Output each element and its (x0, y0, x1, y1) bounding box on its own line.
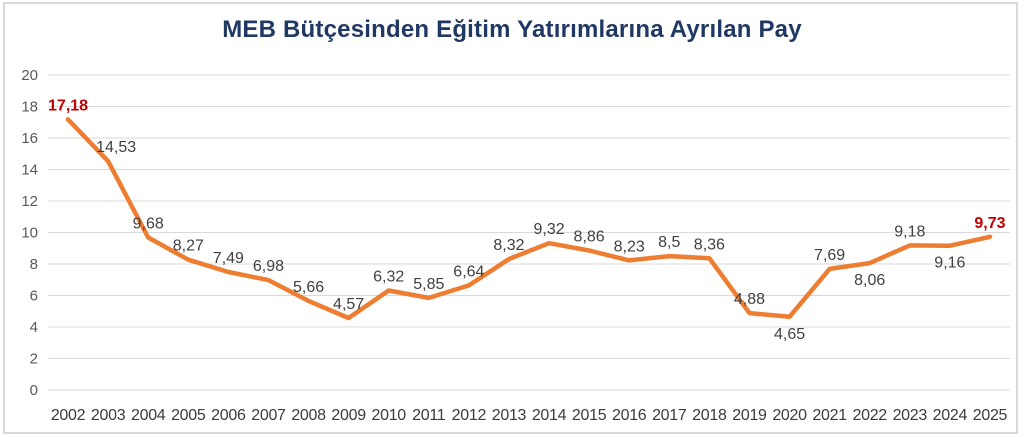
x-axis-tick-label: 2006 (211, 407, 246, 424)
data-label: 6,64 (453, 263, 484, 280)
data-label: 9,18 (894, 223, 925, 240)
data-label: 7,69 (814, 247, 845, 264)
x-axis-tick-label: 2021 (812, 407, 847, 424)
y-axis-tick-label: 6 (30, 288, 38, 305)
y-axis-tick-label: 2 (30, 351, 38, 368)
data-label: 8,86 (574, 228, 605, 245)
data-label-highlight: 9,73 (974, 215, 1005, 232)
x-axis-tick-label: 2002 (51, 407, 86, 424)
data-label: 5,85 (413, 276, 444, 293)
data-label: 4,65 (774, 326, 805, 343)
data-label: 4,57 (333, 296, 364, 313)
x-axis-tick-label: 2013 (492, 407, 527, 424)
x-axis-tick-label: 2020 (772, 407, 807, 424)
data-label: 9,16 (934, 255, 965, 272)
y-axis-tick-label: 16 (21, 130, 38, 147)
x-axis-tick-label: 2022 (853, 407, 888, 424)
x-axis-tick-label: 2016 (612, 407, 647, 424)
data-label: 7,49 (213, 250, 244, 267)
y-axis-tick-label: 18 (21, 99, 38, 116)
data-label: 8,36 (694, 236, 725, 253)
x-axis-tick-label: 2023 (893, 407, 928, 424)
x-axis-tick-label: 2007 (251, 407, 286, 424)
x-axis-tick-label: 2015 (572, 407, 607, 424)
y-axis-tick-label: 20 (21, 67, 38, 84)
data-label: 8,06 (854, 272, 885, 289)
y-axis-tick-label: 10 (21, 225, 38, 242)
x-axis-tick-label: 2012 (452, 407, 487, 424)
x-axis-tick-label: 2014 (532, 407, 567, 424)
chart-title: MEB Bütçesinden Eğitim Yatırımlarına Ayr… (222, 16, 802, 43)
x-axis-tick-label: 2011 (412, 407, 446, 424)
data-label: 9,32 (533, 221, 564, 238)
y-axis-tick-label: 4 (30, 319, 38, 336)
x-axis-tick-label: 2005 (171, 407, 206, 424)
x-axis-tick-label: 2010 (372, 407, 407, 424)
series-line (65, 117, 993, 321)
data-label: 6,32 (373, 268, 404, 285)
x-axis-tick-label: 2003 (91, 407, 126, 424)
x-axis-tick-label: 2025 (973, 407, 1008, 424)
x-axis-tick-label: 2008 (291, 407, 326, 424)
y-axis-tick-label: 12 (21, 193, 38, 210)
data-label: 8,32 (493, 237, 524, 254)
x-axis-tick-label: 2004 (131, 407, 166, 424)
y-axis-tick-label: 8 (30, 256, 38, 273)
data-label-highlight: 17,18 (48, 97, 88, 114)
data-label: 5,66 (293, 279, 324, 296)
y-axis-tick-label: 0 (30, 382, 38, 399)
x-axis-tick-label: 2017 (652, 407, 687, 424)
data-label: 9,68 (133, 216, 164, 233)
data-label: 4,88 (734, 291, 765, 308)
data-label: 8,27 (173, 238, 204, 255)
x-axis-tick-label: 2024 (933, 407, 968, 424)
x-axis-tick-label: 2009 (331, 407, 366, 424)
data-label: 8,23 (614, 238, 645, 255)
data-label: 8,5 (658, 234, 680, 251)
y-axis-tick-label: 14 (21, 162, 38, 179)
data-label: 14,53 (96, 139, 136, 156)
x-axis-tick-label: 2019 (732, 407, 767, 424)
x-axis-tick-label: 2018 (692, 407, 727, 424)
data-label: 6,98 (253, 258, 284, 275)
